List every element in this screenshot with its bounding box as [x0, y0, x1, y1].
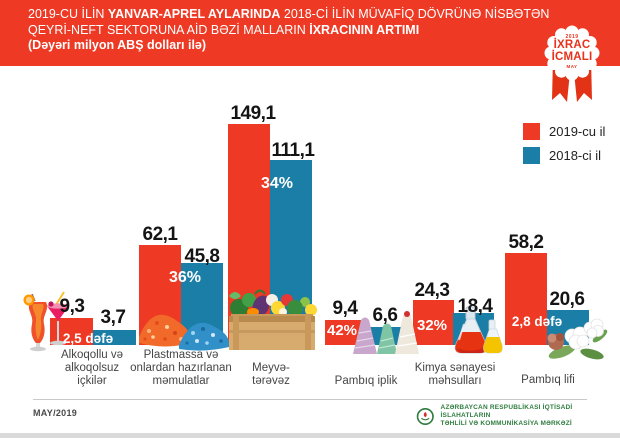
- cotton-boll-icon: [547, 318, 608, 360]
- org-name: AZƏRBAYCAN RESPUBLİKASI İQTİSADİ İSLAHAT…: [441, 404, 620, 428]
- category-label-fruits-vegetables: Meyvə-tərəvəz: [252, 362, 290, 387]
- org-name-line1: AZƏRBAYCAN RESPUBLİKASI İQTİSADİ İSLAHAT…: [440, 404, 573, 419]
- category-label-cotton-yarn: Pambıq iplik: [334, 375, 398, 387]
- legend: 2019-cu il 2018-ci il: [523, 123, 605, 171]
- value-2019-chemicals: 24,3: [414, 280, 450, 301]
- value-2019-cotton-fiber: 58,2: [508, 232, 544, 253]
- header-banner: 2019-CU İLİN YANVAR-APREL AYLARINDA 2018…: [0, 0, 620, 66]
- growth-label-beverages: 2,5 dəfə: [62, 331, 114, 346]
- title-line1-normal: 2019-CU İLİN: [28, 7, 108, 21]
- value-2019-plastics: 62,1: [142, 224, 178, 245]
- growth-label-cotton-fiber: 2,8 dəfə: [511, 314, 563, 329]
- growth-label-fruits-vegetables: 34%: [260, 175, 294, 192]
- legend-swatch-2018: [523, 147, 540, 164]
- bar-2019-chemicals: [413, 300, 454, 345]
- value-2018-chemicals: 18,4: [457, 296, 493, 317]
- title-line-1: 2019-CU İLİN YANVAR-APREL AYLARINDA 2018…: [28, 7, 549, 23]
- title-subtitle-unit: (Dəyəri milyon ABŞ dolları ilə): [28, 38, 207, 52]
- title-line-2: QEYRİ-NEFT SEKTORUNA AİD BƏZİ MALLARIN İ…: [28, 23, 549, 39]
- bar-2019-cotton-fiber: [505, 253, 547, 345]
- cocktail-icon: [23, 291, 69, 352]
- category-label-cotton-fiber: Pambıq lifi: [521, 374, 575, 386]
- category-label-beverages: Alkoqollu və alkoqolsuz içkilər: [60, 349, 124, 387]
- footer-divider: [33, 399, 587, 400]
- bar-2018-beverages: [93, 330, 136, 345]
- footer-org: AZƏRBAYCAN RESPUBLİKASI İQTİSADİ İSLAHAT…: [416, 404, 620, 428]
- value-2019-fruits-vegetables: 149,1: [230, 103, 276, 124]
- title-line2-bold: İXRACININ ARTIMI: [309, 22, 420, 37]
- plastic-granules-icon: [139, 314, 230, 351]
- value-2018-plastics: 45,8: [184, 246, 220, 267]
- growth-label-cotton-yarn: 42%: [326, 322, 358, 339]
- legend-label-2019: 2019-cu il: [549, 124, 606, 139]
- legend-item-2019: 2019-cu il: [523, 123, 605, 140]
- org-name-line2: TƏHLİLİ VƏ KOMMUNİKASİYA MƏRKƏZİ: [440, 420, 572, 427]
- growth-label-plastics: 36%: [168, 269, 202, 286]
- vegetable-crate-icon: [229, 289, 317, 350]
- badge-month: MAY: [566, 64, 578, 69]
- growth-label-chemicals: 32%: [416, 317, 448, 334]
- badge-year: 2019: [565, 34, 579, 40]
- value-2018-beverages: 3,7: [100, 307, 126, 328]
- category-label-chemicals: Kimya sənayesi məhsulları: [414, 362, 496, 387]
- yarn-cones-icon: [353, 311, 419, 354]
- value-2018-cotton-yarn: 6,6: [372, 305, 398, 326]
- bottom-edge: [0, 433, 620, 438]
- title-line1-bold: YANVAR-APREL AYLARINDA: [107, 7, 281, 21]
- legend-label-2018: 2018-ci il: [549, 148, 602, 163]
- value-2019-cotton-yarn: 9,4: [332, 298, 358, 319]
- title-line2-normal: QEYRİ-NEFT SEKTORUNA AİD BƏZİ MALLARIN: [28, 22, 310, 37]
- category-label-plastics: Plastmassa və onlardan hazırlanan məmulatl…: [130, 349, 232, 387]
- ixrac-icmali-badge: 2019 İXRAC İCMALI MAY: [537, 6, 607, 106]
- title-line1-normal2: 2018-Cİ İLİN MÜVAFİQ DÖVRÜNƏ NİSBƏTƏN: [280, 7, 550, 21]
- rosette-ribbon-icon: [544, 25, 600, 102]
- legend-swatch-2019: [523, 123, 540, 140]
- badge-title-line1: İXRAC: [553, 39, 591, 51]
- org-emblem-icon: [416, 407, 434, 425]
- badge-title-line2: İCMALI: [551, 51, 593, 63]
- legend-item-2018: 2018-ci il: [523, 147, 605, 164]
- chemical-flasks-icon: [454, 306, 503, 354]
- value-2018-fruits-vegetables: 111,1: [271, 140, 315, 161]
- page-title: 2019-CU İLİN YANVAR-APREL AYLARINDA 2018…: [28, 7, 549, 54]
- value-2018-cotton-fiber: 20,6: [549, 289, 585, 310]
- footer-date: MAY/2019: [33, 408, 78, 418]
- value-2019-beverages: 9,3: [59, 296, 85, 317]
